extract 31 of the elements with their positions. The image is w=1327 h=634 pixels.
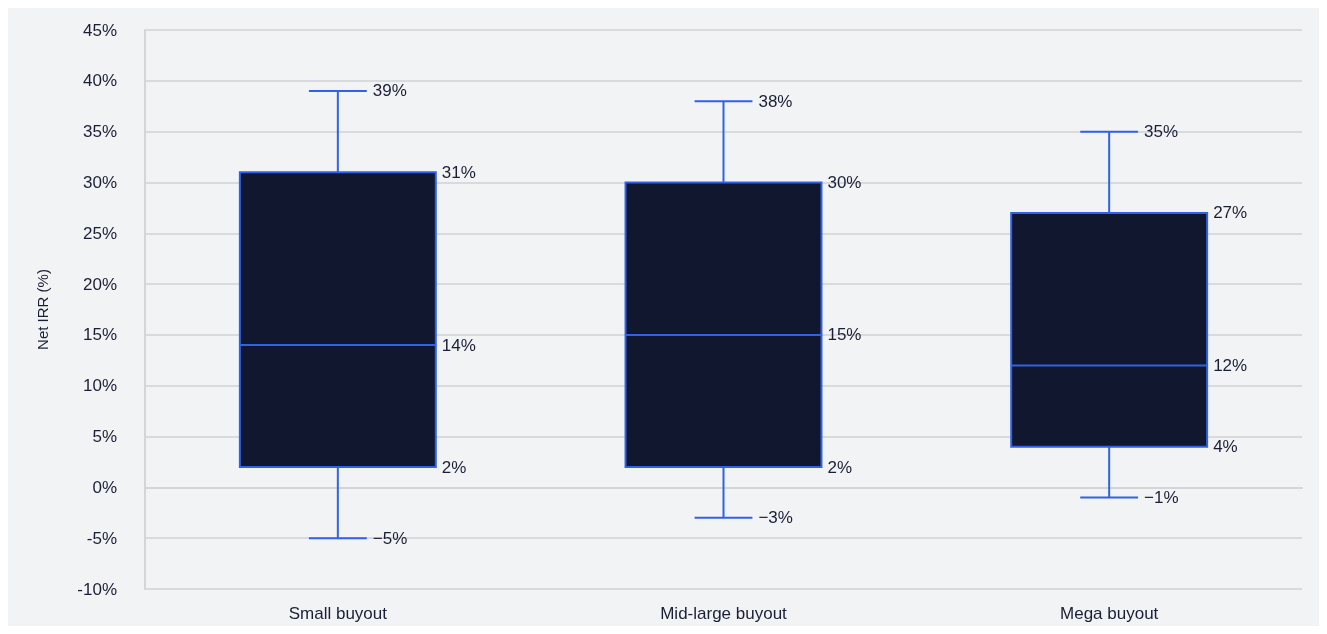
annotation: 30%	[827, 172, 862, 192]
x-tick-label: Mid-large buyout	[660, 604, 788, 623]
annotation: 31%	[441, 162, 476, 182]
y-tick-label: -10%	[77, 579, 117, 599]
x-tick-label: Mega buyout	[1060, 604, 1159, 623]
y-tick-label: 25%	[82, 223, 117, 243]
y-tick-label: -5%	[86, 528, 117, 548]
annotation: 35%	[1144, 122, 1179, 142]
annotation: 2%	[441, 457, 467, 477]
annotation: −5%	[372, 528, 408, 548]
annotation: 39%	[372, 81, 407, 101]
y-tick-label: 30%	[82, 172, 117, 192]
annotation: 15%	[827, 325, 862, 345]
y-tick-label: 5%	[92, 427, 117, 447]
annotation: 12%	[1213, 355, 1248, 375]
y-tick-label: 35%	[82, 122, 117, 142]
annotation: 14%	[441, 335, 476, 355]
y-axis-title: Net IRR (%)	[34, 269, 51, 350]
y-tick-label: 15%	[82, 325, 117, 345]
y-tick-label: 10%	[82, 376, 117, 396]
annotation: −3%	[758, 508, 793, 528]
y-tick-label: 0%	[92, 477, 117, 497]
annotation: 38%	[758, 91, 793, 111]
y-tick-label: 20%	[82, 274, 117, 294]
x-tick-label: Small buyout	[288, 604, 388, 623]
annotation: 27%	[1213, 203, 1248, 223]
annotation: −1%	[1144, 488, 1179, 508]
annotation: 2%	[827, 457, 853, 477]
y-tick-label: 45%	[82, 20, 117, 40]
y-tick-label: 40%	[82, 71, 117, 91]
annotation: 4%	[1213, 437, 1238, 457]
